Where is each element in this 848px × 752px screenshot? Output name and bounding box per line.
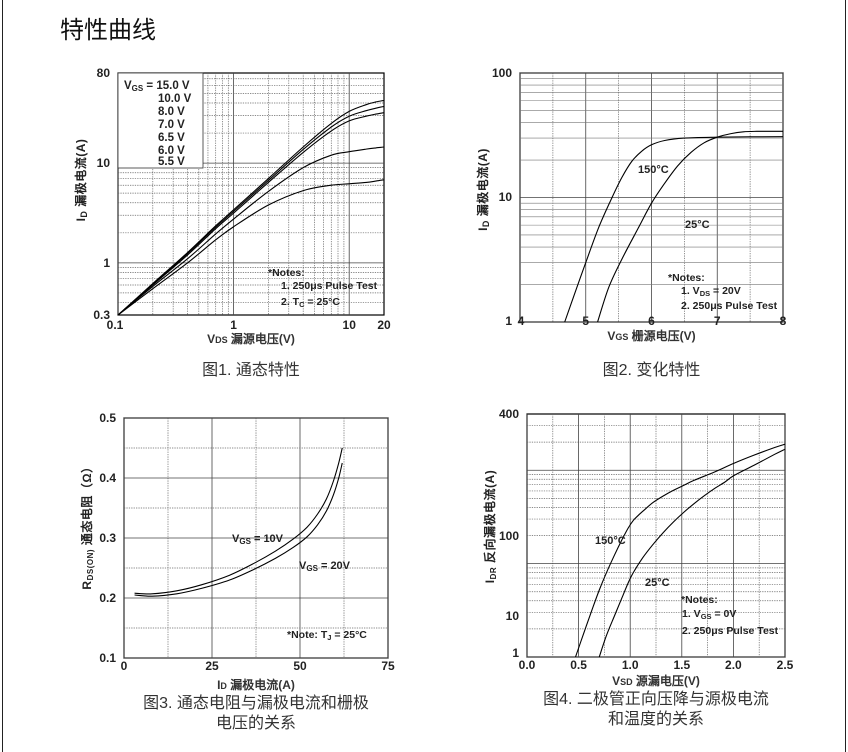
svg-text:4: 4 — [518, 314, 525, 328]
svg-text:50: 50 — [293, 659, 307, 673]
svg-text:1: 1 — [103, 256, 110, 270]
svg-text:RDS(ON) 通态电阻（Ω）: RDS(ON) 通态电阻（Ω） — [79, 460, 95, 589]
svg-text:*Notes:: *Notes: — [268, 267, 305, 279]
svg-text:ID 漏极电流(A): ID 漏极电流(A) — [475, 148, 491, 231]
svg-text:1: 1 — [505, 314, 512, 328]
svg-text:0.5: 0.5 — [570, 658, 587, 672]
svg-text:1. 250μs Pulse Test: 1. 250μs Pulse Test — [281, 280, 378, 292]
svg-text:7.0 V: 7.0 V — [158, 119, 185, 131]
svg-text:25°C: 25°C — [645, 577, 670, 589]
svg-text:5: 5 — [582, 314, 589, 328]
svg-text:150°C: 150°C — [638, 164, 669, 176]
svg-text:0: 0 — [121, 659, 128, 673]
svg-text:5.5 V: 5.5 V — [158, 156, 185, 168]
svg-text:2. TC = 25°C: 2. TC = 25°C — [281, 296, 340, 309]
svg-text:0.0: 0.0 — [519, 658, 536, 672]
svg-text:ID 漏极电流(A): ID 漏极电流(A) — [73, 139, 89, 222]
svg-text:*Notes:: *Notes: — [681, 594, 718, 606]
svg-text:0.1: 0.1 — [99, 651, 116, 665]
svg-text:150°C: 150°C — [595, 535, 626, 547]
svg-text:6.5 V: 6.5 V — [158, 132, 185, 144]
svg-text:2. 250μs Pulse Test: 2. 250μs Pulse Test — [681, 300, 778, 312]
svg-text:6: 6 — [648, 314, 655, 328]
svg-text:2.5: 2.5 — [777, 658, 794, 672]
svg-text:1.5: 1.5 — [673, 658, 690, 672]
svg-text:IDR 反向漏极电流(A): IDR 反向漏极电流(A) — [482, 470, 498, 583]
svg-text:*Note: TJ = 25°C: *Note: TJ = 25°C — [287, 629, 367, 642]
svg-text:1.0: 1.0 — [622, 658, 639, 672]
svg-text:75: 75 — [381, 659, 395, 673]
svg-text:8.0 V: 8.0 V — [158, 106, 185, 118]
svg-text:2.0: 2.0 — [725, 658, 742, 672]
svg-text:8: 8 — [780, 314, 787, 328]
svg-text:*Notes:: *Notes: — [668, 272, 705, 284]
svg-text:10.0 V: 10.0 V — [158, 93, 192, 105]
svg-text:2. 250μs Pulse Test: 2. 250μs Pulse Test — [682, 625, 779, 637]
svg-text:7: 7 — [714, 314, 721, 328]
svg-text:1: 1 — [512, 646, 519, 660]
svg-text:25°C: 25°C — [685, 219, 710, 231]
svg-text:25: 25 — [205, 659, 219, 673]
svg-text:1. VDS = 20V: 1. VDS = 20V — [681, 285, 741, 298]
